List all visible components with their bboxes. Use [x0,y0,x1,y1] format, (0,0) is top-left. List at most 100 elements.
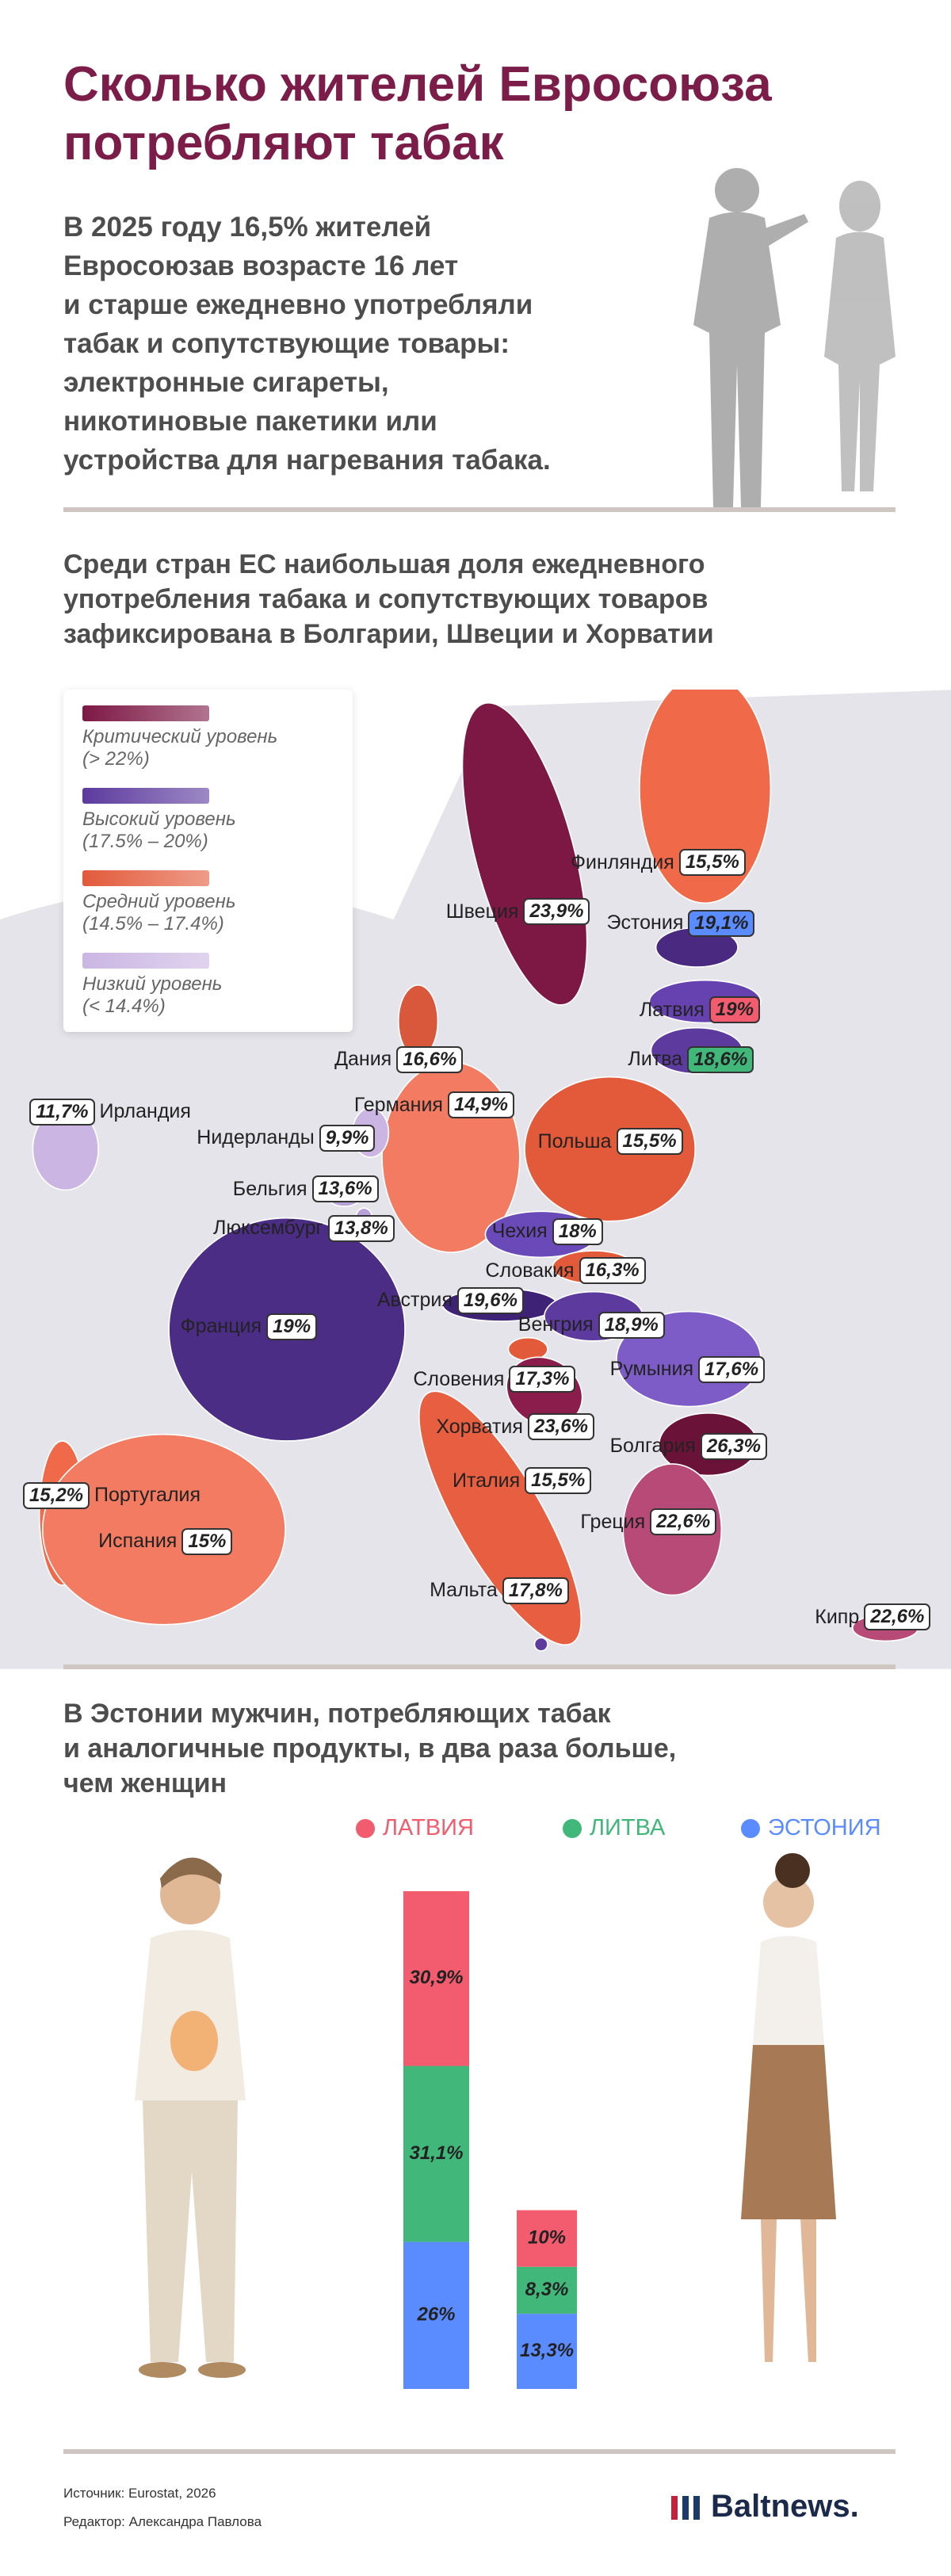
country-name: Франция [180,1315,262,1338]
country-label: Чехия 18% [492,1216,603,1248]
country-value: 22,6% [650,1508,717,1535]
text-line: употребления табака и сопутствующих това… [63,584,708,614]
country-label: Мальта 17,8% [430,1575,569,1607]
country-value: 17,6% [698,1355,766,1383]
country-value: 16,3% [579,1257,646,1285]
legend-name: Критический уровень [82,726,278,747]
legend-name: Низкий уровень [82,973,223,995]
bar-segment [403,1891,469,2066]
country-name: Нидерланды [197,1126,315,1149]
map-legend: Критический уровень (> 22%) Высокий уровен… [63,690,353,1032]
country-name: Ирландия [99,1100,191,1123]
country-name: Дания [334,1048,392,1071]
country-label: Австрия 19,6% [377,1285,524,1317]
man-figure [135,1857,246,2378]
country-label: Словения 17,3% [413,1363,576,1395]
legend-swatch [82,953,209,969]
country-value: 11,7% [29,1098,95,1126]
country-value: 19,6% [456,1286,524,1314]
legend-name: Средний уровень [82,891,236,912]
country-name: Литва [628,1048,683,1071]
bar-segment [517,2314,577,2389]
legend-range: (17.5% – 20%) [82,831,208,852]
bar-value-label: 31,1% [409,2142,463,2164]
bar-value-label: 10% [528,2227,566,2249]
country-value: 26,3% [700,1432,767,1460]
country-label: 15,2% Португалия [22,1480,201,1512]
country-name: Бельгия [232,1177,307,1200]
legend-label: ЛАТВИЯ [383,1815,474,1840]
legend-label: ЛИТВА [590,1815,666,1840]
country-name: Швеция [445,900,519,923]
country-name: Португалия [94,1484,201,1507]
country-label: Польша 15,5% [538,1126,683,1157]
country-label: Бельгия 13,6% [233,1173,379,1205]
legend-entry: ЛАТВИЯ [356,1815,474,1841]
country-name: Польша [537,1129,612,1152]
country-value: 15,5% [678,849,746,877]
country-label: Швеция 23,9% [446,896,590,927]
bar-segment [403,2066,469,2242]
country-label: Германия 14,9% [353,1089,515,1121]
legend-swatch [82,705,209,721]
bar-value-label: 8,3% [525,2279,569,2300]
country-name: Германия [353,1093,443,1116]
country-name: Австрия [376,1289,453,1312]
legend-item: Критический уровень (> 22%) [82,705,277,770]
country-name: Чехия [491,1220,548,1243]
legend-swatch [82,870,209,886]
silhouettes [693,168,896,507]
country-label: Венгрия 18,9% [518,1309,665,1341]
logo: Baltnews. [670,2489,859,2524]
country-name: Мальта [430,1579,498,1602]
country-value: 9,9% [319,1124,376,1152]
text-line: устройства для нагревания табака. [63,445,551,476]
country-shape [41,1433,286,1626]
legend-swatch [82,788,209,804]
country-value: 15% [181,1527,233,1555]
country-value: 19% [266,1313,318,1340]
legend-item: Низкий уровень (< 14.4%) [82,953,222,1018]
legend-entry: ЛИТВА [563,1815,665,1841]
bar-value-label: 26% [416,2304,455,2326]
country-label: Испания 15% [98,1526,233,1557]
country-label: Болгария 26,3% [610,1431,767,1462]
country-name: Финляндия [571,850,674,873]
legend-range: (> 22%) [82,748,150,770]
country-label: Кипр 22,6% [815,1601,931,1633]
text-line: В 2025 году 16,5% жителей [63,212,432,243]
section-heading: Среди стран ЕС наибольшая доля ежедневно… [63,547,714,652]
separator [63,507,896,512]
title-line: Сколько жителей Евросоюза [63,57,772,112]
country-name: Болгария [609,1435,696,1458]
bar-segment [517,2266,577,2314]
separator [63,1664,896,1669]
bar-value-label: 30,9% [409,1967,463,1989]
country-name: Латвия [639,998,705,1021]
logo-text: Baltnews. [711,2489,859,2524]
country-name: Словения [413,1367,505,1390]
country-value: 23,9% [523,898,590,926]
separator [63,2449,896,2454]
text-line: табак и сопутствующие товары: [63,328,510,359]
country-name: Хорватия [436,1415,523,1438]
country-value: 18% [552,1217,603,1245]
country-name: Кипр [815,1605,860,1628]
country-shape [524,1076,697,1222]
country-value: 17,8% [502,1577,569,1604]
text-line: Евросоюзав возрасте 16 лет [63,250,459,281]
legend-item: Высокий уровень (17.5% – 20%) [82,788,236,853]
country-label: Люксембург 13,8% [213,1213,395,1244]
country-label: Италия 15,5% [453,1465,592,1496]
country-value: 22,6% [864,1603,931,1630]
country-label: Румыния 17,6% [610,1354,766,1385]
country-value: 18,9% [598,1311,665,1339]
country-name: Словакия [485,1259,575,1282]
intro: В 2025 году 16,5% жителей Евросоюзав возр… [63,208,551,480]
legend-item: Средний уровень (14.5% – 17.4%) [82,870,235,935]
country-label: Литва 18,6% [628,1044,754,1076]
legend-dot [741,1818,760,1838]
country-name: Люксембург [212,1217,323,1240]
legend-name: Высокий уровень [82,808,236,830]
